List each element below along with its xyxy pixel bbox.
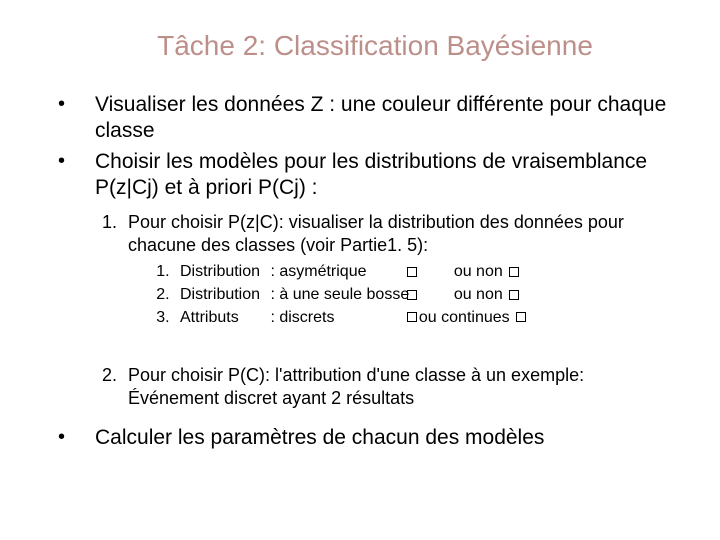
- bullet-item: Calculer les paramètres de chacun des mo…: [50, 425, 670, 451]
- checkbox-icon: [516, 312, 526, 322]
- sub-value: : discrets: [270, 308, 400, 329]
- checkbox-icon: [407, 312, 417, 322]
- sub-list: Distribution : asymétrique ou non Distri…: [128, 262, 670, 328]
- sub-label: Distribution: [180, 262, 266, 283]
- sub-option: ou non: [454, 286, 503, 303]
- sub-value: : asymétrique: [270, 262, 400, 283]
- numbered-list-2: Pour choisir P(C): l'attribution d'une c…: [50, 364, 670, 409]
- checkbox-icon: [407, 290, 417, 300]
- sub-item: Distribution : à une seule bosse ou non: [174, 285, 670, 306]
- slide: Tâche 2: Classification Bayésienne Visua…: [0, 0, 720, 540]
- numbered-list: Pour choisir P(z|C): visualiser la distr…: [50, 211, 670, 328]
- num-item: Pour choisir P(z|C): visualiser la distr…: [122, 211, 670, 328]
- bullet-list-2: Calculer les paramètres de chacun des mo…: [50, 425, 670, 451]
- checkbox-icon: [509, 290, 519, 300]
- slide-title: Tâche 2: Classification Bayésienne: [50, 30, 670, 62]
- bullet-item: Visualiser les données Z : une couleur d…: [50, 92, 670, 145]
- num-text: Pour choisir P(z|C): visualiser la distr…: [128, 212, 624, 255]
- sub-item: Distribution : asymétrique ou non: [174, 262, 670, 283]
- bullet-item: Choisir les modèles pour les distributio…: [50, 149, 670, 202]
- sub-label: Attributs: [180, 308, 266, 329]
- sub-label: Distribution: [180, 285, 266, 306]
- checkbox-icon: [407, 267, 417, 277]
- sub-option: ou non: [454, 263, 503, 280]
- bullet-list: Visualiser les données Z : une couleur d…: [50, 92, 670, 201]
- num-item: Pour choisir P(C): l'attribution d'une c…: [122, 364, 670, 409]
- checkbox-icon: [509, 267, 519, 277]
- sub-value: : à une seule bosse: [270, 285, 400, 306]
- sub-item: Attributs : discrets ou continues: [174, 308, 670, 329]
- sub-option: ou continues: [419, 309, 510, 326]
